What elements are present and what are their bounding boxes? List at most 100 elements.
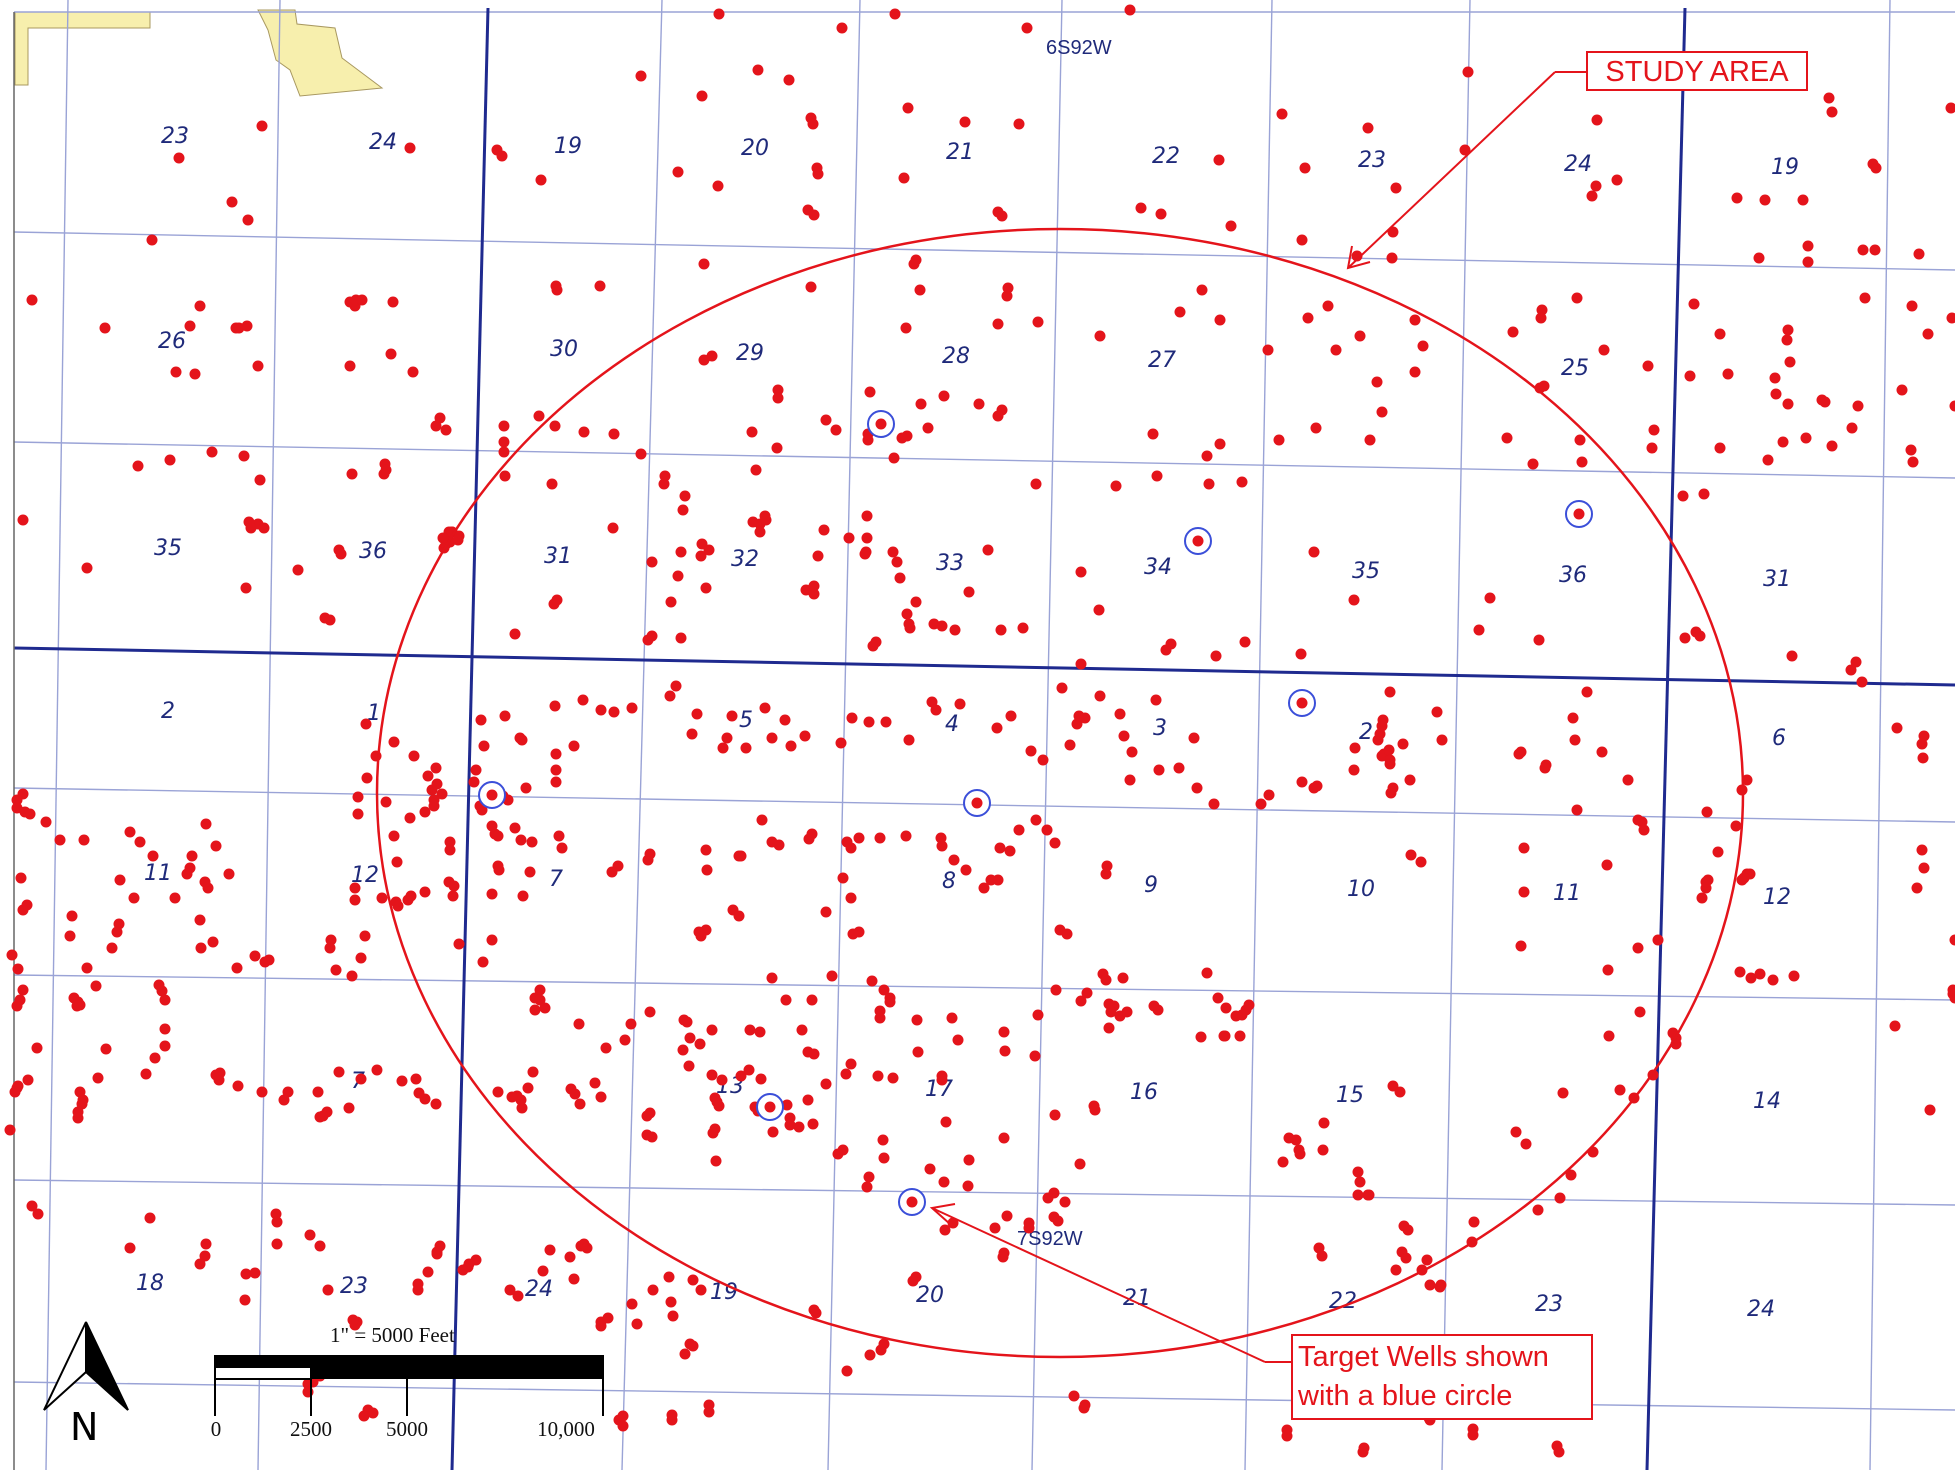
well-dot <box>437 532 449 544</box>
well-dot <box>607 522 619 534</box>
well-dot <box>1945 102 1955 114</box>
well-dot <box>992 318 1004 330</box>
well-dot <box>1032 316 1044 328</box>
well-dot <box>259 956 271 968</box>
well-dot <box>31 1042 43 1054</box>
well-dot <box>1701 806 1713 818</box>
well-dot <box>1518 886 1530 898</box>
well-dot <box>706 1024 718 1036</box>
well-dot <box>948 854 960 866</box>
well-dot <box>1501 432 1513 444</box>
well-dot <box>486 934 498 946</box>
section-number: 1 <box>367 701 381 726</box>
well-dot <box>1741 774 1753 786</box>
well-dot <box>1632 814 1644 826</box>
well-dot <box>550 748 562 760</box>
section-grid <box>13 0 1955 1470</box>
well-dot <box>1507 326 1519 338</box>
well-dot <box>710 1155 722 1167</box>
well-dot <box>1424 1279 1436 1291</box>
target-well-marker <box>756 1093 784 1121</box>
well-dot <box>1802 240 1814 252</box>
well-dot <box>985 874 997 886</box>
well-dot <box>863 716 875 728</box>
target-well-dot <box>486 789 498 801</box>
well-dot <box>356 294 368 306</box>
well-dot <box>1100 868 1112 880</box>
section-number: 12 <box>1763 885 1791 910</box>
well-dot <box>1295 648 1307 660</box>
well-dot <box>754 1026 766 1038</box>
well-dot <box>1316 1250 1328 1262</box>
well-dot <box>754 526 766 538</box>
target-wells-label-line2: with a blue circle <box>1297 1380 1512 1412</box>
north-arrow-icon: N <box>43 1321 129 1449</box>
well-dot <box>1614 1084 1626 1096</box>
well-dot <box>1769 372 1781 384</box>
well-dot <box>1384 754 1396 766</box>
well-dot <box>371 1064 383 1076</box>
section-number: 18 <box>136 1271 164 1296</box>
well-dot <box>1234 1030 1246 1042</box>
well-dot <box>1390 182 1402 194</box>
section-number: 25 <box>1561 356 1589 381</box>
well-dot <box>367 1407 379 1419</box>
well-dot <box>4 1124 16 1136</box>
well-dot <box>194 1258 206 1270</box>
well-dot <box>924 1163 936 1175</box>
well-dot <box>412 1278 424 1290</box>
well-dot <box>210 840 222 852</box>
well-dot <box>1037 754 1049 766</box>
well-dot <box>1390 1264 1402 1276</box>
well-dot <box>675 632 687 644</box>
well-dot <box>1462 66 1474 78</box>
well-dot <box>677 1044 689 1056</box>
well-dot <box>784 1119 796 1131</box>
well-dot <box>170 366 182 378</box>
section-number: 14 <box>1753 1089 1781 1114</box>
well-dot <box>189 368 201 380</box>
target-well-marker <box>1565 500 1593 528</box>
well-dot <box>1788 970 1800 982</box>
well-dot <box>226 196 238 208</box>
well-dot <box>843 532 855 544</box>
well-dot <box>1846 422 1858 434</box>
well-dot <box>1263 789 1275 801</box>
well-dot <box>713 8 725 20</box>
well-dot <box>100 1043 112 1055</box>
well-dot <box>1698 488 1710 500</box>
target-well-dot <box>875 418 887 430</box>
well-dot <box>1004 845 1016 857</box>
well-dot <box>665 596 677 608</box>
well-dot <box>388 830 400 842</box>
well-dot <box>457 1264 469 1276</box>
well-dot <box>973 398 985 410</box>
well-dot <box>716 1074 728 1086</box>
well-dot <box>703 544 715 556</box>
well-dot <box>153 979 165 991</box>
well-dot <box>90 980 102 992</box>
well-dot <box>911 1014 923 1026</box>
well-dot <box>1049 837 1061 849</box>
well-dot <box>111 926 123 938</box>
well-dot <box>1850 656 1862 668</box>
well-dot <box>1081 987 1093 999</box>
section-number: 23 <box>1535 1292 1563 1317</box>
well-dot <box>936 1074 948 1086</box>
well-dot <box>1075 658 1087 670</box>
well-dot <box>1554 1192 1566 1204</box>
well-dot <box>231 962 243 974</box>
well-dot <box>706 1069 718 1081</box>
well-dot <box>1415 856 1427 868</box>
well-dot <box>1677 490 1689 502</box>
well-dot <box>1527 458 1539 470</box>
well-dot <box>509 628 521 640</box>
well-dot <box>1110 480 1122 492</box>
well-dot <box>1913 248 1925 260</box>
well-dot <box>772 392 784 404</box>
well-dot <box>808 209 820 221</box>
well-dot <box>159 1040 171 1052</box>
well-dot <box>780 994 792 1006</box>
well-dot <box>1745 972 1757 984</box>
section-number: 23 <box>340 1274 368 1299</box>
